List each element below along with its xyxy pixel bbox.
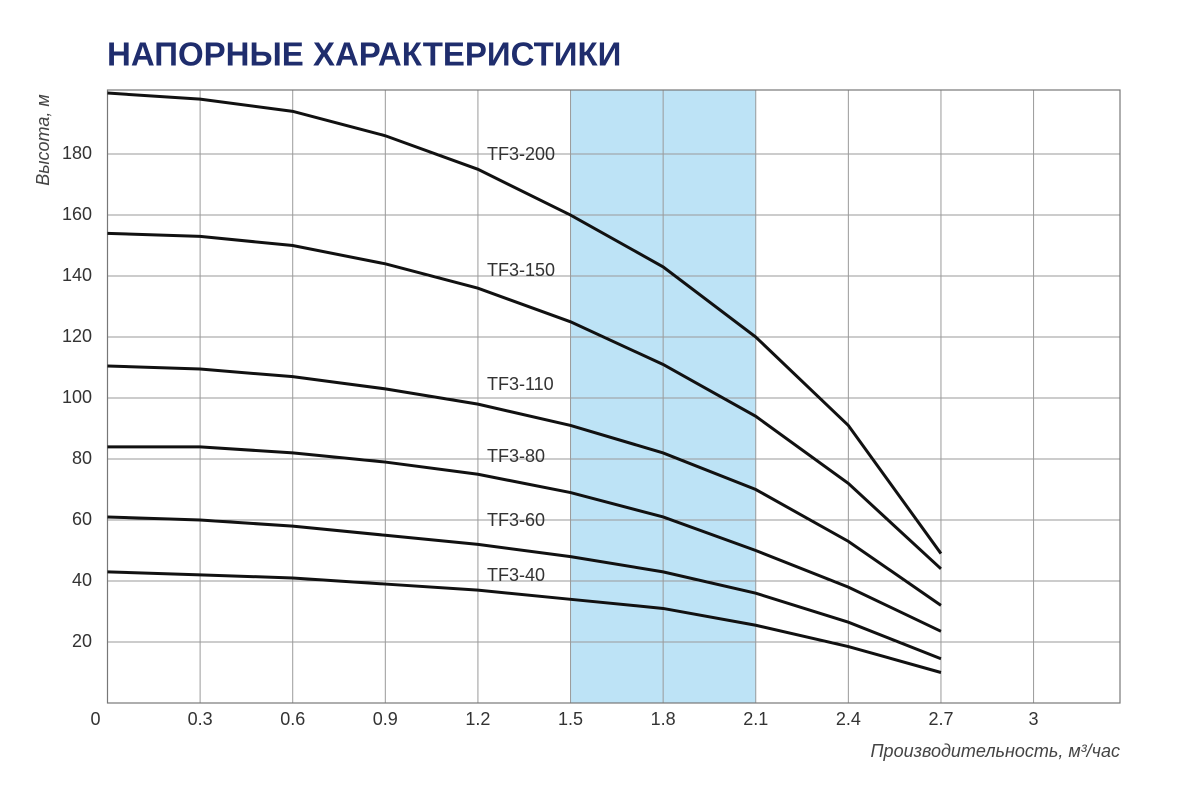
x-tick-label: 2.4 bbox=[836, 709, 861, 729]
x-axis-label: Производительность, м³/час bbox=[871, 741, 1120, 761]
curve-label: TF3-40 bbox=[487, 565, 545, 585]
x-tick-label: 0.9 bbox=[373, 709, 398, 729]
curve-label: TF3-200 bbox=[487, 144, 555, 164]
curve-label: TF3-80 bbox=[487, 446, 545, 466]
x-tick-label: 2.1 bbox=[743, 709, 768, 729]
x-tick-label: 2.7 bbox=[928, 709, 953, 729]
x-tick-label: 1.5 bbox=[558, 709, 583, 729]
y-tick-label: 20 bbox=[72, 631, 92, 651]
curve bbox=[107, 364, 942, 607]
y-tick-label: 80 bbox=[72, 448, 92, 468]
curve-label: TF3-110 bbox=[487, 374, 554, 394]
y-tick-label: 160 bbox=[62, 204, 92, 224]
chart-title: НАПОРНЫЕ ХАРАКТЕРИСТИКИ bbox=[107, 36, 621, 73]
x-tick-label: 0.3 bbox=[188, 709, 213, 729]
y-tick-label: 120 bbox=[62, 326, 92, 346]
y-tick-label: 60 bbox=[72, 509, 92, 529]
x-tick-label: 3 bbox=[1029, 709, 1039, 729]
y-tick-label: 140 bbox=[62, 265, 92, 285]
y-axis-label: Высота, м bbox=[33, 94, 53, 185]
curve bbox=[107, 91, 943, 555]
x-tick-label: 1.8 bbox=[651, 709, 676, 729]
x-tick-label: 0 bbox=[90, 709, 100, 729]
curve bbox=[107, 515, 942, 661]
curve bbox=[107, 445, 942, 633]
curve bbox=[107, 570, 942, 674]
y-tick-label: 100 bbox=[62, 387, 92, 407]
x-tick-label: 1.2 bbox=[465, 709, 490, 729]
y-tick-label: 180 bbox=[62, 143, 92, 163]
curve bbox=[107, 231, 942, 570]
x-tick-label: 0.6 bbox=[280, 709, 305, 729]
y-tick-label: 40 bbox=[72, 570, 92, 590]
curve-label: TF3-150 bbox=[487, 260, 555, 280]
curve-label: TF3-60 bbox=[487, 510, 545, 530]
plot-frame bbox=[106, 89, 1121, 704]
